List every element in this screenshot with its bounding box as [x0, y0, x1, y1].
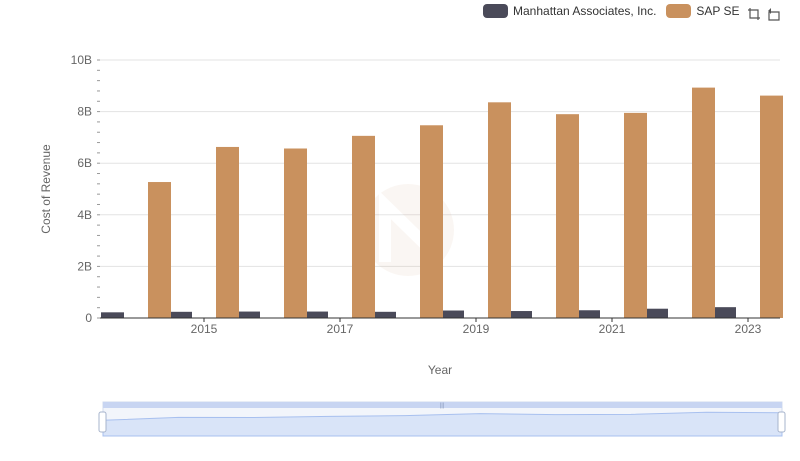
bar-manhattan-2018[interactable] — [373, 311, 396, 318]
legend-label-manhattan: Manhattan Associates, Inc. — [513, 4, 657, 18]
zoom-icon[interactable] — [747, 7, 761, 21]
bar-sap-2016[interactable] — [284, 148, 307, 318]
legend-swatch-sap — [666, 4, 692, 18]
legend-item-sap[interactable]: SAP SE — [666, 4, 740, 18]
legend-swatch-manhattan — [483, 4, 508, 18]
legend-label-sap: SAP SE — [696, 4, 740, 18]
bar-manhattan-2016[interactable] — [237, 311, 260, 318]
y-tick-label: 6B — [77, 156, 92, 170]
restore-icon[interactable] — [767, 7, 781, 21]
zoom-range-bar[interactable] — [103, 402, 782, 408]
y-tick-label: 4B — [77, 208, 92, 222]
x-tick-label: 2015 — [191, 322, 218, 336]
zoom-preview-area — [102, 411, 783, 437]
bar-manhattan-2017[interactable] — [305, 311, 328, 318]
bar-sap-2022[interactable] — [692, 87, 715, 318]
bars — [101, 87, 783, 319]
bar-sap-2020[interactable] — [556, 114, 579, 319]
legend: Manhattan Associates, Inc. SAP SE — [483, 4, 750, 18]
x-axis-label: Year — [428, 363, 452, 377]
data-zoom-slider[interactable]: ||| — [98, 401, 786, 437]
bar-manhattan-2020[interactable] — [509, 311, 532, 318]
x-tick-label: 2019 — [463, 322, 490, 336]
bar-sap-2019[interactable] — [488, 102, 511, 318]
bar-sap-2018[interactable] — [420, 125, 443, 318]
x-axis: 2015 2017 2019 2021 2023 — [191, 318, 762, 336]
bar-manhattan-2023[interactable] — [713, 307, 736, 318]
zoom-handle-right[interactable] — [777, 411, 786, 433]
bar-sap-2017[interactable] — [352, 135, 375, 318]
zoom-handle-left[interactable] — [98, 411, 107, 433]
toolbox — [747, 7, 781, 21]
bar-sap-2015[interactable] — [216, 146, 239, 318]
y-axis: 0 2B 4B 6B 8B 10B — [71, 53, 100, 325]
bar-manhattan-2014[interactable] — [101, 312, 124, 318]
bar-sap-2014[interactable] — [148, 182, 171, 318]
y-tick-label: 8B — [77, 105, 92, 119]
x-tick-label: 2023 — [735, 322, 762, 336]
y-tick-label: 0 — [85, 311, 92, 325]
y-axis-label: Cost of Revenue — [39, 144, 53, 234]
x-tick-label: 2017 — [327, 322, 354, 336]
bar-manhattan-2021[interactable] — [577, 310, 600, 318]
bar-manhattan-2022[interactable] — [645, 308, 668, 318]
bar-manhattan-2015[interactable] — [169, 311, 192, 318]
x-tick-label: 2021 — [599, 322, 626, 336]
y-tick-label: 2B — [77, 259, 92, 273]
y-tick-label: 10B — [71, 53, 92, 67]
bar-sap-2023[interactable] — [760, 95, 783, 318]
bar-sap-2021[interactable] — [624, 112, 647, 318]
zoom-grip-icon[interactable]: ||| — [440, 403, 445, 409]
legend-item-manhattan[interactable]: Manhattan Associates, Inc. — [483, 4, 656, 18]
bar-manhattan-2019[interactable] — [441, 310, 464, 318]
